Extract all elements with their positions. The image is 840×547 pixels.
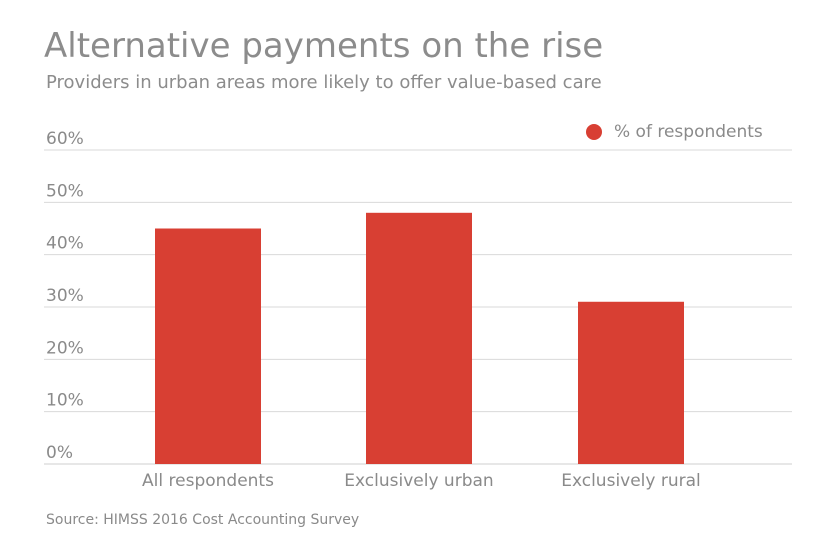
y-tick-label: 30% <box>46 286 84 306</box>
x-tick-label: Exclusively urban <box>344 471 493 491</box>
chart-title: Alternative payments on the rise <box>44 26 604 66</box>
y-tick-label: 0% <box>46 443 73 463</box>
y-tick-label: 10% <box>46 391 84 411</box>
bar <box>578 301 684 464</box>
chart-subtitle: Providers in urban areas more likely to … <box>46 72 602 93</box>
x-tick-label: All respondents <box>142 471 274 491</box>
source-note: Source: HIMSS 2016 Cost Accounting Surve… <box>46 512 360 528</box>
y-tick-label: 50% <box>46 181 84 201</box>
bar <box>155 228 261 464</box>
y-axis-ticks: 0% 10% 20% 30% 40% 50% 60% <box>46 129 84 463</box>
bar <box>366 212 472 464</box>
legend-label: % of respondents <box>614 122 763 142</box>
y-tick-label: 20% <box>46 338 84 358</box>
x-tick-label: Exclusively rural <box>561 471 701 491</box>
x-axis-labels: All respondents Exclusively urban Exclusiv… <box>142 471 701 491</box>
legend-marker-icon <box>586 124 602 140</box>
legend: % of respondents <box>586 122 763 142</box>
y-tick-label: 60% <box>46 129 84 149</box>
bars <box>155 212 684 464</box>
y-tick-label: 40% <box>46 234 84 254</box>
